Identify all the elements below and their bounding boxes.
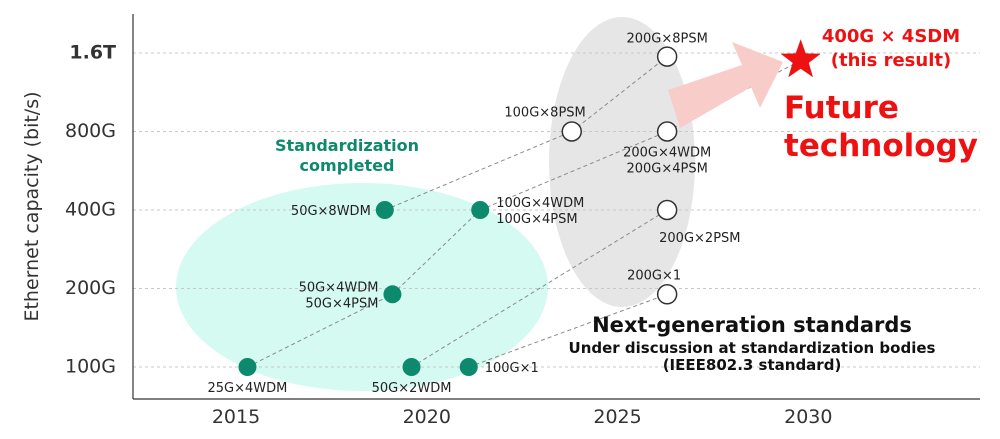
connector-line [392,209,481,295]
y-axis-title: Ethernet capacity (bit/s) [21,91,43,321]
x-tick-label: 2030 [784,406,832,428]
connector-line [411,209,668,368]
completed-point [375,201,394,219]
nextgen-point [656,121,678,142]
completed-region [176,183,548,391]
completed-point [238,358,257,376]
point-label: 100G×4WDM [496,196,584,211]
highlight-label: 400G × 4SDM [822,26,960,47]
connector-line [247,293,393,368]
completed-caption: Standardization [275,136,419,155]
nextgen-title: Next-generation standards [592,313,912,337]
completed-point [402,358,421,376]
point-label: 50G×4WDM [299,280,379,295]
point-label: 50G×8WDM [291,204,371,219]
nextgen-point [561,121,583,142]
point-label: 200G×4WDM [623,146,711,161]
point-label: 200G×4PSM [626,162,707,177]
point-label: 100G×1 [485,361,539,376]
completed-point [471,201,490,219]
nextgen-point [656,199,678,221]
point-label: 100G×8PSM [504,106,585,121]
point-label: 200G×8PSM [626,32,707,47]
completed-caption: completed [300,156,395,175]
x-tick-label: 2020 [403,406,451,428]
nextgen-subtitle: Under discussion at standardization bodi… [569,339,936,357]
future-caption: Future [784,90,899,126]
star-icon [780,39,821,78]
nextgen-point [656,46,678,67]
completed-point [459,358,478,376]
y-tick-label: 1.6T [69,42,116,64]
connector-line [468,293,668,368]
point-label: 50G×4PSM [305,296,378,311]
y-tick-label: 200G [65,277,116,299]
future-caption: technology [784,128,978,164]
point-label: 25G×4WDM [208,381,288,396]
x-tick-label: 2015 [212,406,260,428]
point-label: 200G×2PSM [659,231,740,246]
nextgen-subtitle: (IEEE802.3 standard) [663,356,842,374]
future-arrow [668,42,783,128]
point-label: 100G×4PSM [496,212,577,227]
x-tick-label: 2025 [593,406,641,428]
highlight-label: (this result) [831,50,951,71]
completed-point [383,285,402,304]
y-tick-label: 400G [65,199,116,221]
connector-line [571,56,668,132]
nextgen-region [549,17,695,307]
y-tick-label: 100G [65,356,116,378]
point-label: 200G×1 [627,268,681,283]
connector-line [480,131,668,211]
connector-line [666,59,801,132]
point-label: 50G×2WDM [372,381,452,396]
nextgen-point [656,284,678,305]
y-tick-label: 800G [65,120,116,142]
connector-line [384,131,572,211]
